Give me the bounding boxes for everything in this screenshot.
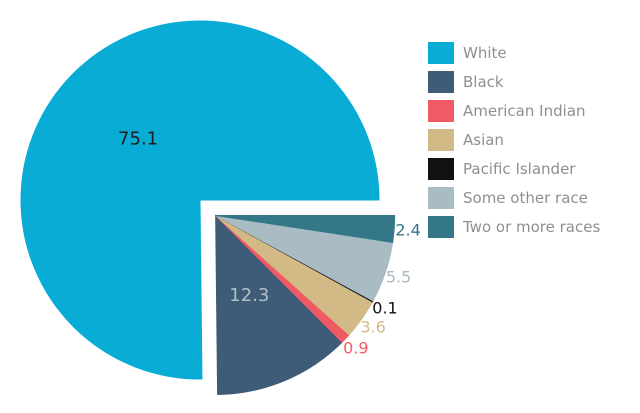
value-label-two-or-more-races: 2.4 — [395, 221, 420, 240]
value-label-some-other-race: 5.5 — [386, 267, 411, 286]
legend-label: Black — [463, 73, 504, 91]
legend-swatch-pacific-islander — [428, 158, 454, 180]
legend-row-pacific-islander[interactable]: Pacific Islander — [428, 158, 600, 180]
legend: White Black American Indian Asian Pacific Is… — [428, 42, 600, 245]
legend-label: American Indian — [463, 102, 586, 120]
legend-label: Some other race — [463, 189, 588, 207]
value-label-white: 75.1 — [118, 128, 158, 149]
value-label-american-indian: 0.9 — [343, 339, 368, 358]
legend-row-american-indian[interactable]: American Indian — [428, 100, 600, 122]
pie-slice-two-or-more-races[interactable] — [215, 214, 396, 243]
legend-label: White — [463, 44, 507, 62]
pie-slice-white[interactable] — [20, 20, 380, 380]
value-label-black: 12.3 — [229, 285, 269, 306]
legend-swatch-white — [428, 42, 454, 64]
legend-label: Pacific Islander — [463, 160, 576, 178]
legend-label: Asian — [463, 131, 504, 149]
legend-label: Two or more races — [463, 218, 601, 236]
legend-row-white[interactable]: White — [428, 42, 600, 64]
legend-swatch-american-indian — [428, 100, 454, 122]
pie-slice-black[interactable] — [215, 214, 343, 395]
legend-row-black[interactable]: Black — [428, 71, 600, 93]
legend-row-some-other-race[interactable]: Some other race — [428, 187, 600, 209]
legend-swatch-asian — [428, 129, 454, 151]
legend-swatch-black — [428, 71, 454, 93]
legend-row-asian[interactable]: Asian — [428, 129, 600, 151]
value-label-pacific-islander: 0.1 — [372, 299, 397, 318]
legend-swatch-two-or-more-races — [428, 216, 454, 238]
legend-row-two-or-more-races[interactable]: Two or more races — [428, 216, 600, 238]
legend-swatch-some-other-race — [428, 187, 454, 209]
value-label-asian: 3.6 — [360, 318, 385, 337]
